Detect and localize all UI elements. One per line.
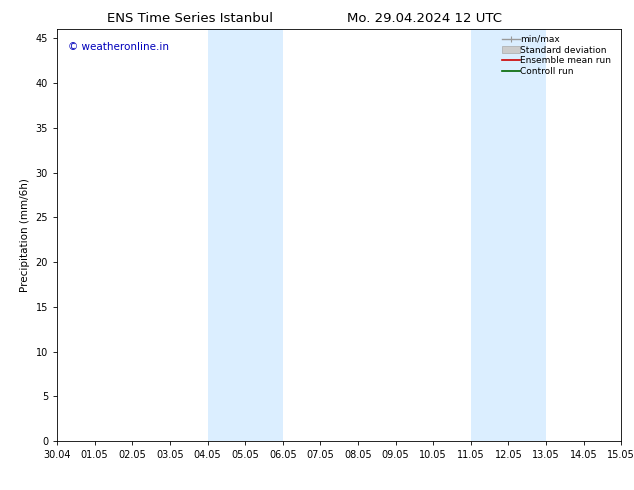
Y-axis label: Precipitation (mm/6h): Precipitation (mm/6h)	[20, 178, 30, 292]
Bar	[471, 29, 546, 441]
Text: ENS Time Series Istanbul: ENS Time Series Istanbul	[107, 12, 273, 25]
Bar	[207, 29, 283, 441]
Text: Mo. 29.04.2024 12 UTC: Mo. 29.04.2024 12 UTC	[347, 12, 502, 25]
Legend: min/max, Standard deviation, Ensemble mean run, Controll run: min/max, Standard deviation, Ensemble me…	[500, 32, 619, 79]
Text: © weatheronline.in: © weatheronline.in	[68, 42, 169, 52]
